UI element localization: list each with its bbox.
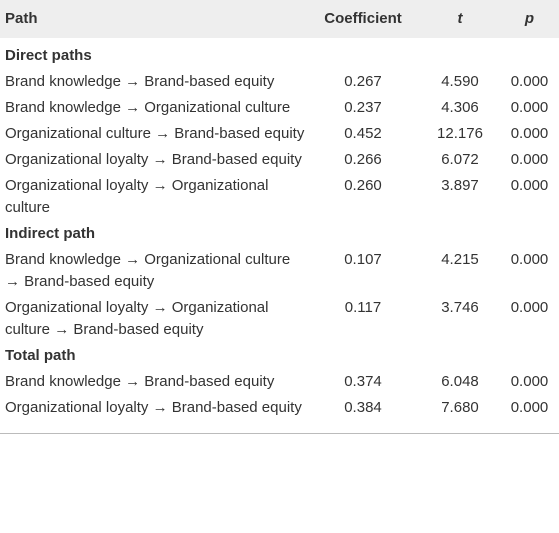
- value-cell: 0.000: [500, 395, 559, 434]
- value-cell: 0.117: [344, 299, 382, 316]
- value-cell: 0.260: [344, 177, 382, 194]
- data-row: Organizational culture → Brand-based equ…: [0, 121, 559, 147]
- data-row: Organizational loyalty → Organizational …: [0, 295, 559, 343]
- value-cell: 0.384: [306, 395, 420, 434]
- value-cell: 0.000: [510, 151, 549, 168]
- section-title: Direct paths: [5, 47, 92, 64]
- section-row: Total path: [0, 343, 559, 369]
- value-cell: 0.000: [510, 373, 549, 390]
- value-cell: 0.266: [344, 151, 382, 168]
- path-cell: Organizational loyalty → Organizational …: [5, 299, 269, 338]
- data-row: Brand knowledge → Organizational culture…: [0, 95, 559, 121]
- section-row: Indirect path: [0, 221, 559, 247]
- value-cell: 12.176: [437, 125, 483, 142]
- header-cell: Coefficient: [306, 0, 420, 38]
- value-cell: 0.267: [344, 73, 382, 90]
- value-cell: 6.048: [441, 373, 479, 390]
- header-cell: Path: [0, 0, 306, 38]
- path-cell: Organizational loyalty → Organizational …: [5, 177, 269, 216]
- value-cell: 4.306: [441, 99, 479, 116]
- path-cell: Organizational loyalty → Brand-based equ…: [5, 151, 302, 168]
- results-table: Path Coefficient t p Direct paths Brand know…: [0, 0, 559, 434]
- path-cell: Brand knowledge → Organizational culture…: [5, 251, 291, 290]
- data-row: Brand knowledge → Brand-based equity 0.37…: [0, 369, 559, 395]
- path-cell: Brand knowledge → Organizational culture: [5, 99, 291, 116]
- header-row: Path Coefficient t p: [0, 0, 559, 38]
- value-cell: 0.000: [510, 125, 549, 142]
- value-cell: 0.000: [510, 99, 549, 116]
- value-cell: 0.000: [510, 251, 549, 268]
- value-cell: 0.000: [510, 177, 549, 194]
- header-cell: p: [500, 0, 559, 38]
- value-cell: 0.000: [510, 73, 549, 90]
- value-cell: 7.680: [420, 395, 500, 434]
- value-cell: 4.215: [441, 251, 479, 268]
- section-title: Indirect path: [5, 225, 96, 242]
- data-row: Organizational loyalty → Brand-based equ…: [0, 395, 559, 434]
- data-row: Organizational loyalty → Organizational …: [0, 173, 559, 221]
- value-cell: 6.072: [441, 151, 479, 168]
- value-cell: 0.452: [344, 125, 382, 142]
- value-cell: 0.237: [344, 99, 382, 116]
- path-cell: Organizational culture → Brand-based equ…: [5, 125, 305, 142]
- value-cell: 3.746: [441, 299, 479, 316]
- value-cell: 0.107: [344, 251, 382, 268]
- value-cell: 4.590: [441, 73, 479, 90]
- section-row: Direct paths: [0, 38, 559, 69]
- value-cell: 0.374: [344, 373, 382, 390]
- data-row: Organizational loyalty → Brand-based equ…: [0, 147, 559, 173]
- path-cell: Brand knowledge → Brand-based equity: [5, 73, 275, 90]
- data-row: Brand knowledge → Brand-based equity 0.26…: [0, 69, 559, 95]
- value-cell: 0.000: [510, 299, 549, 316]
- value-cell: 3.897: [441, 177, 479, 194]
- header-cell: t: [420, 0, 500, 38]
- path-cell: Organizational loyalty → Brand-based equ…: [0, 395, 306, 434]
- table-header: Path Coefficient t p: [0, 0, 559, 38]
- data-row: Brand knowledge → Organizational culture…: [0, 247, 559, 295]
- section-title: Total path: [5, 347, 76, 364]
- path-cell: Brand knowledge → Brand-based equity: [5, 373, 275, 390]
- table-body: Direct paths Brand knowledge → Brand-base…: [0, 38, 559, 434]
